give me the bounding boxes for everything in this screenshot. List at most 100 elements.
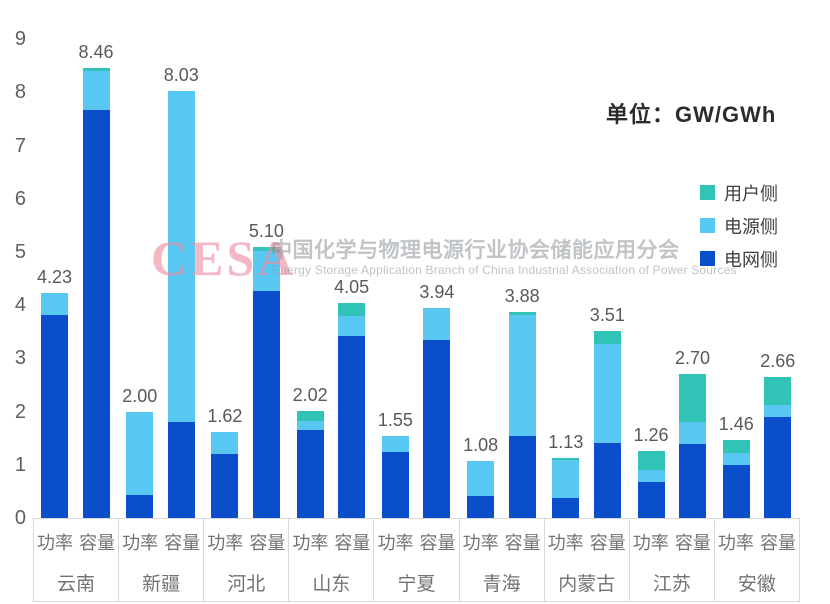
bar-segment-电源侧 [722,452,750,465]
x-axis-cell-新疆: 功率 容量新疆 [119,519,205,601]
bar-value-label: 3.88 [504,285,540,306]
legend-label: 电源侧 [724,216,778,237]
x-axis-cell-宁夏: 功率 容量宁夏 [374,519,460,601]
sub-category-label: 功率 [547,532,584,553]
sub-category-label: 功率 [37,532,74,553]
stacked-bar-安徽-功率 [722,440,750,518]
province-label: 内蒙古 [558,574,616,595]
stacked-bar-内蒙古-功率 [552,457,580,518]
province-label: 安徽 [737,574,776,595]
sub-category-label: 功率 [207,532,244,553]
sub-category-label: 容量 [759,532,796,553]
stacked-bar-河北-容量 [252,246,280,518]
bar-segment-电源侧 [41,292,68,315]
legend-item-用户侧: 用户侧 [700,176,778,209]
legend-label: 用户侧 [724,183,778,204]
sub-category-label: 功率 [717,532,754,553]
bar-segment-电源侧 [211,431,239,455]
y-tick-label: 6 [14,187,26,210]
sub-category-row: 功率 容量 [630,519,714,564]
bar-segment-电源侧 [467,460,495,497]
bar-value-label: 3.94 [419,282,455,303]
bar-segment-电源侧 [637,470,665,482]
bar-segment-电网侧 [82,109,110,518]
x-axis-cell-云南: 功率 容量 云南 [34,519,120,601]
bar-segment-电网侧 [167,422,195,518]
sub-category-row: 功率 容量 [374,519,458,564]
stacked-bar-新疆-容量 [167,90,195,518]
legend-label: 电网侧 [724,249,778,270]
stacked-bar-内蒙古-容量 [593,331,621,518]
stacked-bar-河北-功率 [211,431,239,518]
sub-category-label: 功率 [377,532,414,553]
stacked-bar-江苏-容量 [679,374,707,518]
x-axis-cell-山东: 功率 容量 山东 [289,519,375,601]
sub-category-label: 容量 [334,532,371,553]
legend-swatch-icon [700,185,715,200]
bar-segment-电源侧 [552,460,580,498]
stacked-bar-青海-功率 [467,460,495,518]
bar-value-label: 5.10 [248,220,284,241]
province-label: 河北 [227,574,266,595]
bar-segment-用户侧 [679,374,707,423]
stacked-bar-青海-容量 [508,311,536,518]
sub-category-label: 容量 [79,532,116,553]
bar-value-label: 2.66 [760,350,796,371]
stacked-bar-云南-功率 [41,292,68,518]
stacked-bar-江苏-功率 [637,450,665,518]
province-label: 青海 [482,574,521,595]
bar-segment-电源侧 [593,344,621,443]
bar-segment-电源侧 [764,404,792,418]
bar-value-label: 4.05 [334,276,370,297]
x-axis-table: 功率 容量 云南 功率 容量 新疆 功率 容量 河北 功率 容量 山东 功率 容量 宁夏 功率 容量 青海 功率 容量… [33,518,800,602]
sub-category-label: 容量 [589,532,626,553]
bar-segment-电网侧 [508,436,536,518]
bar-segment-电源侧 [381,435,409,453]
sub-category-label: 容量 [674,532,711,553]
bar-segment-用户侧 [593,331,621,345]
y-tick-label: 2 [14,400,26,423]
stacked-bar-山东-容量 [338,302,366,518]
bar-segment-电源侧 [167,90,195,423]
bar-value-label: 1.13 [548,431,584,452]
bar-segment-电网侧 [679,443,707,518]
bar-segment-电网侧 [722,464,750,518]
y-tick-label: 9 [14,28,26,51]
bar-segment-电网侧 [252,290,280,518]
bar-value-label: 1.26 [633,424,669,445]
plot-area: 4.23 8.46 2.00 8.03 1.62 5.10 2.02 4.05 1.55 3.94… [33,0,800,518]
province-label: 新疆 [142,574,181,595]
bar-value-label: 1.46 [718,414,754,435]
bar-segment-电网侧 [593,443,621,518]
bar-segment-用户侧 [552,457,580,461]
bar-segment-电网侧 [41,314,68,518]
bar-segment-用户侧 [764,376,792,405]
stacked-bar-宁夏-功率 [381,435,409,518]
bar-segment-电网侧 [381,452,409,518]
bar-segment-用户侧 [252,246,280,251]
sub-category-label: 容量 [504,532,541,553]
bar-segment-用户侧 [338,302,366,316]
y-tick-label: 0 [14,507,26,529]
sub-category-label: 功率 [462,532,499,553]
y-tick-label: 4 [14,294,26,317]
bar-segment-电源侧 [508,314,536,437]
bar-value-label: 8.46 [78,41,114,62]
province-label: 宁夏 [397,574,436,595]
bar-value-label: 2.70 [675,348,711,369]
stacked-bar-宁夏-容量 [423,308,451,518]
province-label: 江苏 [652,574,691,595]
bar-segment-电网侧 [296,430,324,518]
sub-category-row: 功率 容量 [460,519,544,564]
sub-category-label: 容量 [164,532,201,553]
sub-category-label: 功率 [122,532,159,553]
sub-category-row: 功率 容量 [289,519,373,564]
bar-segment-电网侧 [764,417,792,518]
bar-segment-用户侧 [82,67,110,72]
sub-category-label: 容量 [249,532,286,553]
bar-segment-电网侧 [126,495,154,518]
bar-value-label: 1.62 [207,405,243,426]
bar-segment-电源侧 [296,421,324,431]
bar-segment-电源侧 [338,315,366,337]
